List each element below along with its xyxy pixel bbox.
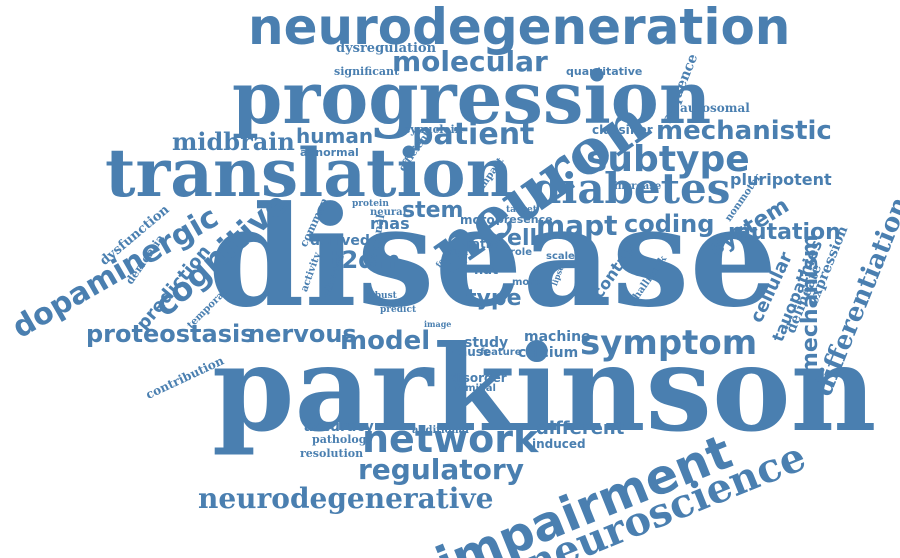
word-mutation: mutation (728, 220, 841, 245)
word-rnas: rnas (370, 214, 410, 233)
word-pathology: pathology (312, 433, 373, 446)
word-mapt: mapt (536, 209, 618, 242)
word-quantitative: quantitative (566, 65, 643, 78)
word-robust: robust (364, 291, 397, 301)
word-mechanistic: mechanistic (656, 116, 832, 146)
word-regulatory: regulatory (358, 453, 524, 486)
word-parkinson: parkinson (212, 319, 877, 458)
word-feature: feature (480, 347, 522, 358)
word-target: target (506, 205, 537, 215)
word-translation: translation (105, 134, 514, 212)
word-autosomal: autosomal (680, 101, 750, 115)
word-presence: presence (496, 213, 553, 226)
word-stem: stem (402, 198, 464, 223)
word-role: role (510, 247, 533, 258)
word-subtype: subtype (586, 139, 750, 180)
word-pink: pink (448, 247, 468, 257)
word-cause: cause (452, 345, 492, 359)
word-increase: increase (614, 181, 662, 192)
word-type: type (466, 286, 522, 311)
word-predict: predict (380, 305, 417, 315)
word-proteostasis: proteostasis (86, 320, 255, 348)
word-more: more (512, 277, 542, 288)
word-disease: disease (208, 175, 778, 338)
word-dysregulation: dysregulation (336, 41, 437, 56)
word-ratio: ratio (466, 237, 499, 251)
word-protein: protein (352, 199, 389, 209)
word-additional: additional (412, 425, 469, 436)
word-nervous: nervous (248, 320, 357, 348)
word-molecular: molecular (392, 45, 548, 78)
word-motor: motor (460, 213, 501, 227)
word-nat: nat (474, 263, 499, 278)
word-scale: scale (546, 251, 575, 262)
word-t2dm: t2dm (330, 246, 401, 274)
word-different: different (536, 418, 625, 439)
word-coding: coding (624, 210, 715, 238)
word-neurodegenerative: neurodegenerative (198, 482, 494, 515)
word-disorder: disorder (450, 371, 507, 385)
word-cell: cell (494, 226, 538, 251)
word-human: human (296, 124, 374, 148)
word-network: network (362, 417, 539, 461)
word-calcium: calcium (518, 345, 579, 361)
word-patient: patient (412, 117, 535, 152)
word-synuclein: synuclein (404, 123, 463, 136)
word-accuracy: accuracy (304, 419, 374, 435)
word-neural: neural (370, 207, 407, 218)
word-diabetes: diabetes (532, 164, 731, 213)
word-pluripotent: pluripotent (730, 170, 832, 189)
word-resolution: resolution (300, 447, 364, 460)
word-symptom: symptom (580, 323, 758, 363)
word-induced: induced (532, 437, 586, 451)
word-classifier: classifier (592, 123, 653, 137)
word-study: study (464, 335, 509, 351)
word-image: image (424, 319, 452, 329)
word-model: model (340, 326, 431, 356)
word-significant: significant (334, 65, 400, 78)
word-abnormal: abnormal (300, 146, 359, 159)
word-progression: progression (232, 55, 712, 140)
word-familial: familial (454, 383, 496, 394)
word-neurodegeneration: neurodegeneration (248, 0, 791, 56)
word-derived: derived (310, 233, 370, 249)
word-machine: machine (524, 329, 591, 345)
word-midbrain: midbrain (172, 127, 295, 156)
